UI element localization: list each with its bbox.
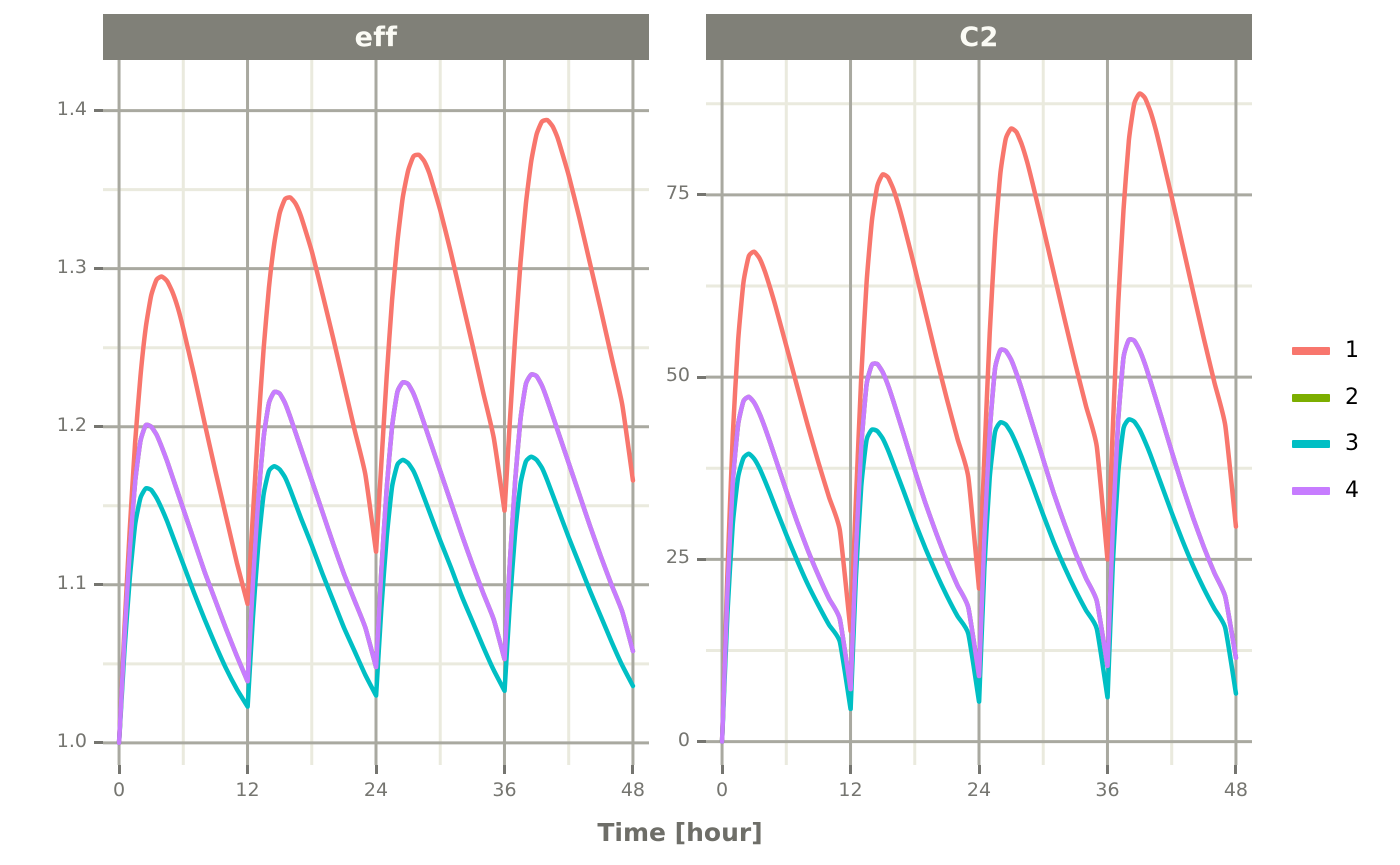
legend-item[interactable]: 3 xyxy=(1292,431,1359,456)
x-tick-label: 24 xyxy=(363,779,389,801)
series-line-3 xyxy=(116,454,636,746)
panel-strip-label-c2: C2 xyxy=(959,21,999,53)
legend-label-3: 3 xyxy=(1345,431,1359,456)
y-tick-mark xyxy=(94,583,103,587)
y-tick-label: 1.4 xyxy=(56,97,87,120)
legend-label-2: 2 xyxy=(1345,385,1359,410)
x-tick-mark xyxy=(246,765,250,774)
legend-key-swatch-1 xyxy=(1292,346,1330,355)
panel-strip-c2: C2 xyxy=(706,14,1252,60)
y-tick-mark xyxy=(94,267,103,271)
series-line-4 xyxy=(116,372,636,746)
y-tick-mark xyxy=(697,740,706,744)
legend-key-swatch-3 xyxy=(1292,439,1330,448)
panel-strip-label-eff: eff xyxy=(354,21,398,53)
y-tick-label: 1.1 xyxy=(56,571,87,594)
series-line-4 xyxy=(719,337,1239,744)
x-tick-label: 48 xyxy=(1223,779,1249,801)
x-tick-label: 36 xyxy=(492,779,517,801)
x-tick-label: 24 xyxy=(966,779,992,801)
x-tick-label: 36 xyxy=(1095,779,1120,801)
panel-svg-C2 xyxy=(706,60,1252,765)
y-tick-mark xyxy=(94,109,103,113)
series-line-1 xyxy=(116,117,636,746)
series-line-3 xyxy=(719,417,1239,744)
x-tick-label: 48 xyxy=(620,779,646,801)
legend-key-swatch-2 xyxy=(1292,393,1330,402)
y-tick-mark xyxy=(94,741,103,745)
x-tick-mark xyxy=(1105,765,1109,774)
y-tick-label: 75 xyxy=(665,181,690,204)
y-tick-mark xyxy=(697,557,706,561)
y-tick-label: 1.0 xyxy=(56,729,87,752)
legend-key-swatch-4 xyxy=(1292,486,1330,495)
y-tick-label: 25 xyxy=(665,546,690,569)
x-tick-label: 12 xyxy=(235,779,260,801)
x-tick-mark xyxy=(720,765,724,774)
x-tick-mark xyxy=(117,765,121,774)
plot-area-c2 xyxy=(706,60,1252,765)
y-tick-label: 50 xyxy=(665,364,690,387)
plot-area-eff xyxy=(103,60,649,765)
legend-item[interactable]: 4 xyxy=(1292,478,1359,503)
y-tick-label: 0 xyxy=(677,728,690,751)
x-tick-label: 0 xyxy=(113,779,126,801)
x-tick-mark xyxy=(631,765,635,774)
x-tick-label: 0 xyxy=(716,779,729,801)
x-axis-title: Time [hour] xyxy=(597,818,763,847)
panel-strip-eff: eff xyxy=(103,14,649,60)
legend-item[interactable]: 1 xyxy=(1292,338,1359,363)
x-tick-mark xyxy=(502,765,506,774)
y-tick-label: 1.2 xyxy=(56,413,87,436)
y-tick-label: 1.3 xyxy=(56,255,87,278)
y-tick-mark xyxy=(697,375,706,379)
x-tick-mark xyxy=(977,765,981,774)
panel-svg-eff xyxy=(103,60,649,765)
legend-item[interactable]: 2 xyxy=(1292,385,1359,410)
x-tick-mark xyxy=(849,765,853,774)
y-tick-mark xyxy=(94,425,103,429)
x-tick-mark xyxy=(374,765,378,774)
x-tick-mark xyxy=(1234,765,1238,774)
series-line-1 xyxy=(719,91,1239,744)
legend: 1 2 3 4 xyxy=(1292,330,1400,520)
y-tick-mark xyxy=(697,193,706,197)
x-tick-label: 12 xyxy=(838,779,863,801)
legend-label-4: 4 xyxy=(1345,478,1359,503)
legend-label-1: 1 xyxy=(1345,338,1359,363)
